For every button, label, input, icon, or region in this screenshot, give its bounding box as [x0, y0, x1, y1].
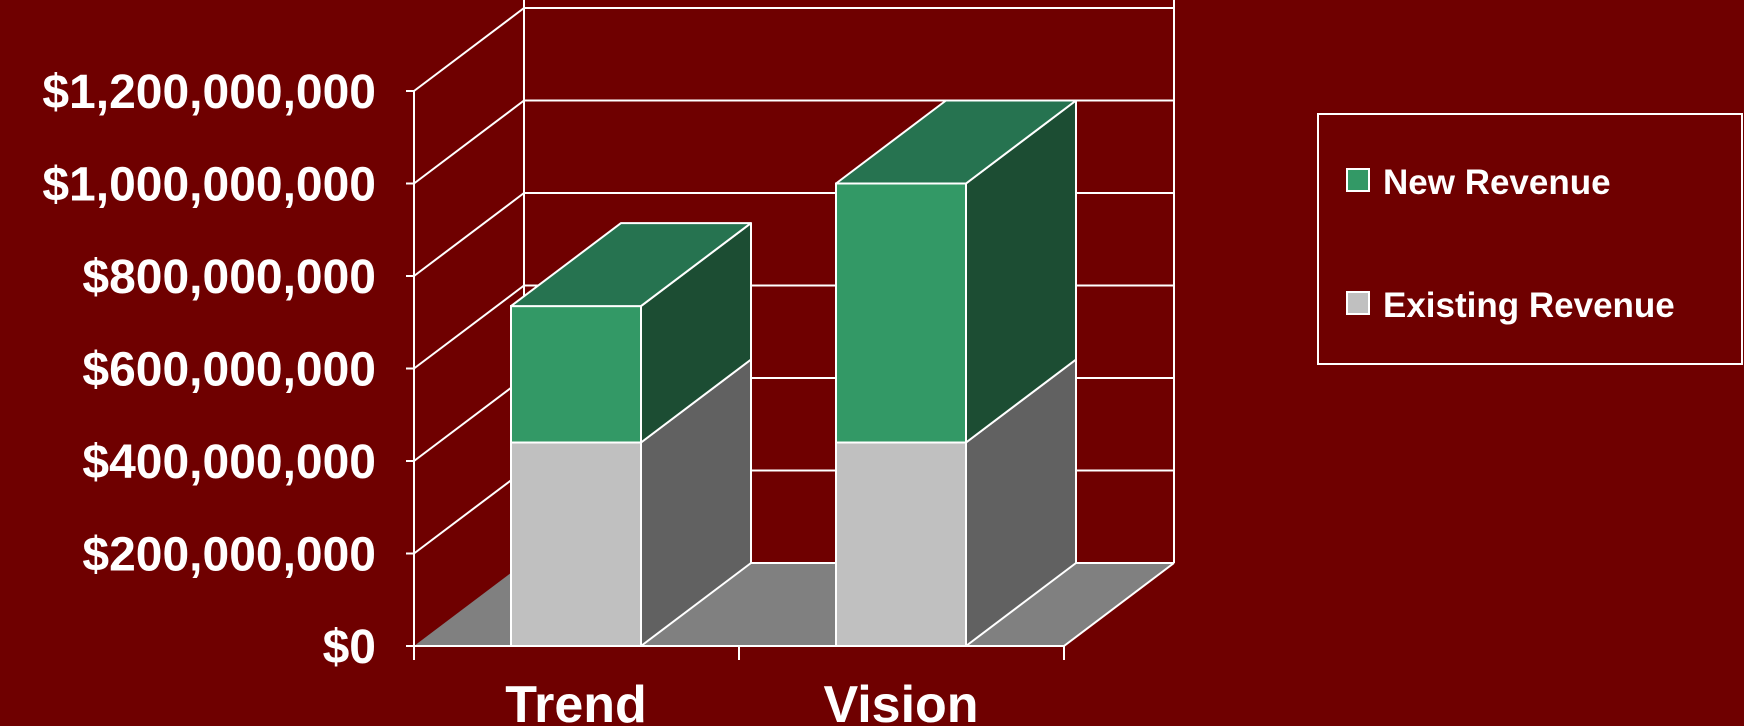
x-axis-tick-labels: Trend Vision: [505, 676, 978, 726]
y-axis-tick-labels: $0 $200,000,000 $400,000,000 $600,000,000 $8…: [42, 66, 376, 674]
x-tick-label-trend: Trend: [505, 676, 647, 726]
legend-swatch-existing-revenue: [1346, 291, 1370, 315]
legend-box: [1317, 113, 1743, 365]
bar-existing-revenue-trend: [510, 441, 642, 647]
floor-right-edge: [1063, 562, 1175, 647]
y-tick-label: $800,000,000: [82, 251, 376, 304]
y-tick-label: $200,000,000: [82, 529, 376, 582]
gridline-side: [413, 469, 525, 555]
gridline-side: [413, 192, 525, 277]
bar-new-revenue-trend: [510, 305, 642, 444]
chart-legend: New Revenue Existing Revenue: [1317, 113, 1743, 365]
bar-top-trend: [510, 222, 752, 308]
chart-bars: [510, 99, 1077, 647]
gridline-side: [413, 284, 525, 370]
gridline-side: [413, 7, 525, 92]
y-tick-label: $0: [323, 621, 376, 674]
legend-label-existing-revenue: Existing Revenue: [1383, 286, 1675, 325]
y-tick-label: $600,000,000: [82, 344, 376, 397]
bar-top-vision: [835, 99, 1077, 185]
gridline-side: [413, 377, 525, 462]
legend-swatch-new-revenue: [1346, 168, 1370, 192]
bar-new-revenue-vision: [835, 182, 967, 444]
gridline-side: [413, 99, 525, 185]
bar-existing-revenue-vision: [835, 441, 967, 647]
y-tick-label: $400,000,000: [82, 436, 376, 489]
legend-label-new-revenue: New Revenue: [1383, 163, 1611, 202]
y-tick-label: $1,000,000,000: [42, 159, 376, 212]
y-tick-label: $1,200,000,000: [42, 66, 376, 119]
x-tick-label-vision: Vision: [823, 676, 978, 726]
